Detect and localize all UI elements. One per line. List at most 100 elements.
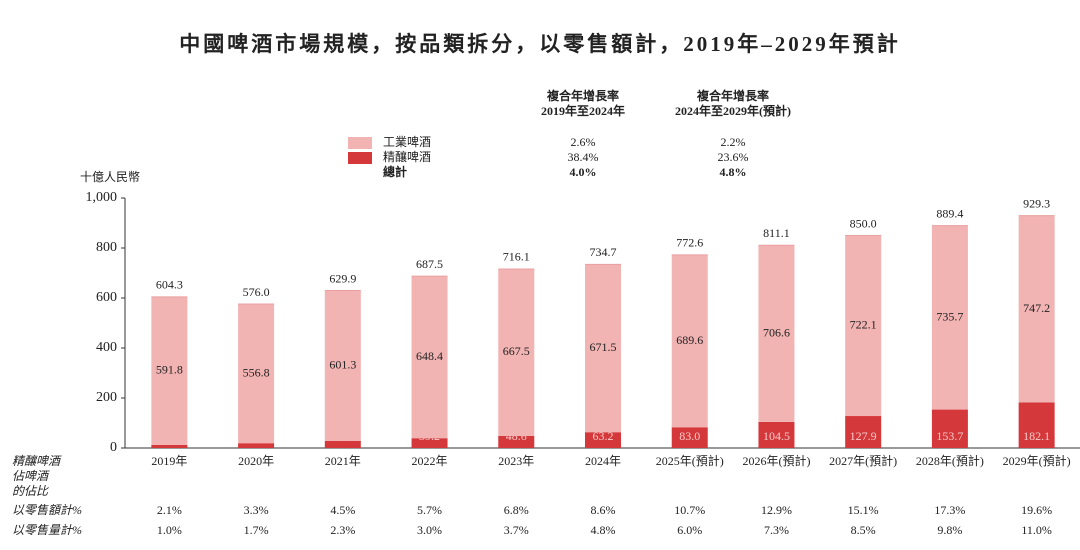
x-tick-label: 2019年 xyxy=(151,454,187,468)
total-label: 604.3 xyxy=(156,278,183,292)
x-tick-label: 2029年(預計) xyxy=(1003,453,1071,468)
share-value: 6.8% xyxy=(504,503,529,517)
x-tick-label: 2027年(預計) xyxy=(829,453,897,468)
x-tick-label: 2026年(預計) xyxy=(742,453,810,468)
y-tick-label: 1,000 xyxy=(86,190,118,205)
data-label: 63.2 xyxy=(593,429,614,443)
cagr-value: 38.4% xyxy=(568,150,599,164)
share-value: 5.7% xyxy=(417,503,442,517)
share-value: 4.8% xyxy=(591,523,616,537)
total-label: 716.1 xyxy=(503,250,530,264)
share-value: 2.3% xyxy=(330,523,355,537)
data-label: 83.0 xyxy=(679,429,700,443)
total-label: 687.5 xyxy=(416,257,443,271)
share-value: 9.8% xyxy=(937,523,962,537)
bar-segment xyxy=(845,235,882,417)
data-label: 591.8 xyxy=(156,363,183,377)
share-value: 6.0% xyxy=(677,523,702,537)
bar-segment xyxy=(411,438,448,448)
share-value: 11.0% xyxy=(1021,523,1052,537)
share-value: 2.1% xyxy=(157,503,182,517)
legend-label: 精釀啤酒 xyxy=(383,149,431,164)
cagr-value: 2.6% xyxy=(571,135,596,149)
bar-segment xyxy=(151,444,188,448)
bar-segment xyxy=(671,254,708,428)
total-label: 734.7 xyxy=(590,245,617,259)
y-tick-label: 200 xyxy=(96,390,117,405)
x-tick-label: 2028年(預計) xyxy=(916,453,984,468)
bar-segment xyxy=(585,264,621,433)
bar-segment xyxy=(411,276,448,439)
bar-segment xyxy=(585,432,621,448)
bar-segment xyxy=(324,440,361,448)
share-value: 8.5% xyxy=(851,523,876,537)
total-label: 576.0 xyxy=(243,285,270,299)
share-title: 精釀啤酒 xyxy=(12,454,62,468)
share-value: 3.3% xyxy=(244,503,269,517)
data-label: 556.8 xyxy=(243,365,270,379)
y-axis-label: 十億人民幣 xyxy=(80,170,140,184)
legend-label: 工業啤酒 xyxy=(383,134,431,149)
total-label: 629.9 xyxy=(329,271,356,285)
cagr-value: 23.6% xyxy=(718,150,749,164)
data-label: 182.1 xyxy=(1023,429,1050,443)
y-tick-label: 800 xyxy=(96,240,117,255)
share-value: 12.9% xyxy=(761,503,792,517)
data-label: 706.6 xyxy=(763,325,790,339)
share-row-label: 以零售量計% xyxy=(12,523,82,537)
legend-swatch xyxy=(348,137,372,149)
data-label: 648.4 xyxy=(416,349,443,363)
data-label: 689.6 xyxy=(676,333,703,347)
cagr-total-label: 總計 xyxy=(383,164,407,179)
cagr-total: 4.0% xyxy=(570,165,597,179)
bar-segment xyxy=(845,416,882,448)
total-label: 772.6 xyxy=(676,236,703,250)
bar-segment xyxy=(1018,402,1055,448)
bar-segment xyxy=(931,409,968,448)
share-value: 8.6% xyxy=(591,503,616,517)
y-tick-label: 600 xyxy=(96,290,117,305)
legend-swatch xyxy=(348,152,372,164)
bar-segment xyxy=(931,225,968,410)
share-value: 1.7% xyxy=(244,523,269,537)
bar-segment xyxy=(758,421,795,448)
data-label: 104.5 xyxy=(763,429,790,443)
bar-segment xyxy=(238,443,275,448)
share-value: 3.7% xyxy=(504,523,529,537)
bar-segment xyxy=(758,245,795,422)
x-tick-label: 2023年 xyxy=(498,454,534,468)
share-value: 15.1% xyxy=(848,503,879,517)
cagr-value: 2.2% xyxy=(721,135,746,149)
cagr-header: 複合年增長率 xyxy=(546,88,619,103)
data-label: 127.9 xyxy=(850,429,877,443)
share-value: 19.6% xyxy=(1021,503,1052,517)
x-tick-label: 2021年 xyxy=(325,454,361,468)
bar-segment xyxy=(498,435,535,448)
y-tick-label: 400 xyxy=(96,340,117,355)
total-label: 889.4 xyxy=(936,206,963,220)
bar-segment xyxy=(671,427,708,448)
x-tick-label: 2024年 xyxy=(585,454,621,468)
share-value: 1.0% xyxy=(157,523,182,537)
bar-segment xyxy=(151,296,188,445)
cagr-header: 2024年至2029年(預計) xyxy=(675,103,791,118)
bar-segment xyxy=(1018,215,1055,403)
cagr-total: 4.8% xyxy=(720,165,747,179)
share-value: 4.5% xyxy=(330,503,355,517)
x-tick-label: 2022年 xyxy=(412,454,448,468)
share-title: 的佔比 xyxy=(12,484,49,498)
bar-segment xyxy=(498,268,535,436)
data-label: 722.1 xyxy=(850,318,877,332)
data-label: 671.5 xyxy=(590,340,617,354)
cagr-header: 複合年增長率 xyxy=(696,88,769,103)
chart-title: 中國啤酒市場規模，按品類拆分，以零售額計，2019年–2029年預計 xyxy=(179,32,901,56)
bar-segment xyxy=(238,304,275,444)
bar-segment xyxy=(324,290,361,441)
data-label: 667.5 xyxy=(503,344,530,358)
data-label: 153.7 xyxy=(936,429,963,443)
share-value: 3.0% xyxy=(417,523,442,537)
x-tick-label: 2025年(預計) xyxy=(656,453,724,468)
share-title: 佔啤酒 xyxy=(12,469,50,483)
total-label: 850.0 xyxy=(850,216,877,230)
share-value: 17.3% xyxy=(934,503,965,517)
